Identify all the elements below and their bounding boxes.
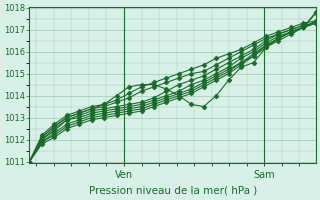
X-axis label: Pression niveau de la mer( hPa ): Pression niveau de la mer( hPa ) <box>89 186 257 196</box>
